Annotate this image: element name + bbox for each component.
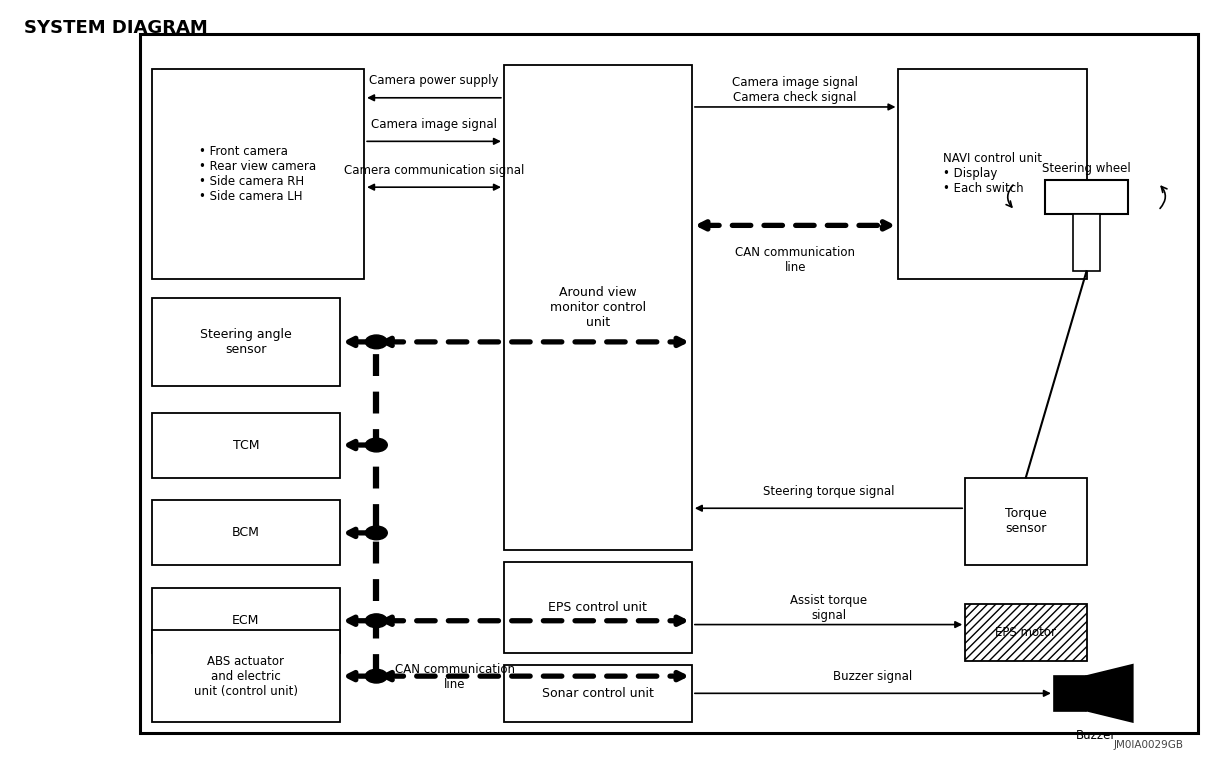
- Bar: [504, 562, 692, 653]
- Bar: [504, 665, 692, 722]
- Text: JM0IA0029GB: JM0IA0029GB: [1113, 740, 1184, 750]
- Bar: [965, 478, 1087, 565]
- Text: Camera image signal
Camera check signal: Camera image signal Camera check signal: [732, 76, 858, 104]
- Text: • Front camera
• Rear view camera
• Side camera RH
• Side camera LH: • Front camera • Rear view camera • Side…: [199, 145, 317, 202]
- Bar: [504, 65, 692, 550]
- Bar: [152, 630, 340, 722]
- Text: ABS actuator
and electric
unit (control unit): ABS actuator and electric unit (control …: [194, 655, 297, 698]
- Text: Buzzer: Buzzer: [1076, 729, 1117, 743]
- Bar: [965, 604, 1087, 661]
- Circle shape: [365, 526, 387, 540]
- Bar: [152, 413, 340, 478]
- Circle shape: [365, 439, 387, 452]
- Bar: [140, 34, 1198, 733]
- Bar: [898, 69, 1087, 279]
- Text: Steering wheel: Steering wheel: [1042, 161, 1131, 175]
- Text: Buzzer signal: Buzzer signal: [833, 670, 913, 683]
- Text: Assist torque
signal: Assist torque signal: [790, 594, 867, 622]
- Text: Steering torque signal: Steering torque signal: [762, 485, 895, 498]
- Circle shape: [365, 335, 387, 348]
- Bar: [1073, 214, 1100, 271]
- Text: Torque
sensor: Torque sensor: [1005, 507, 1046, 536]
- Text: EPS control unit: EPS control unit: [549, 601, 647, 614]
- Text: Camera power supply: Camera power supply: [369, 74, 499, 88]
- Text: Camera image signal: Camera image signal: [371, 118, 497, 131]
- Text: CAN communication
line: CAN communication line: [736, 246, 855, 274]
- Circle shape: [365, 614, 387, 628]
- Text: BCM: BCM: [232, 526, 260, 539]
- Text: ECM: ECM: [232, 614, 260, 627]
- Circle shape: [365, 669, 387, 683]
- Text: CAN communication
line: CAN communication line: [395, 662, 515, 691]
- Polygon shape: [1087, 665, 1133, 722]
- Text: NAVI control unit
• Display
• Each switch: NAVI control unit • Display • Each switc…: [943, 152, 1042, 196]
- Bar: [152, 500, 340, 565]
- Bar: [152, 298, 340, 386]
- Text: TCM: TCM: [233, 439, 259, 452]
- Text: Camera communication signal: Camera communication signal: [344, 163, 524, 177]
- Bar: [152, 69, 364, 279]
- Text: SYSTEM DIAGRAM: SYSTEM DIAGRAM: [24, 19, 208, 37]
- Text: Around view
monitor control
unit: Around view monitor control unit: [550, 286, 646, 329]
- Text: Steering angle
sensor: Steering angle sensor: [200, 328, 291, 356]
- Bar: [1054, 676, 1087, 711]
- Bar: [152, 588, 340, 653]
- Text: Sonar control unit: Sonar control unit: [541, 687, 654, 700]
- Bar: [1045, 180, 1128, 214]
- Text: EPS motor: EPS motor: [995, 626, 1056, 639]
